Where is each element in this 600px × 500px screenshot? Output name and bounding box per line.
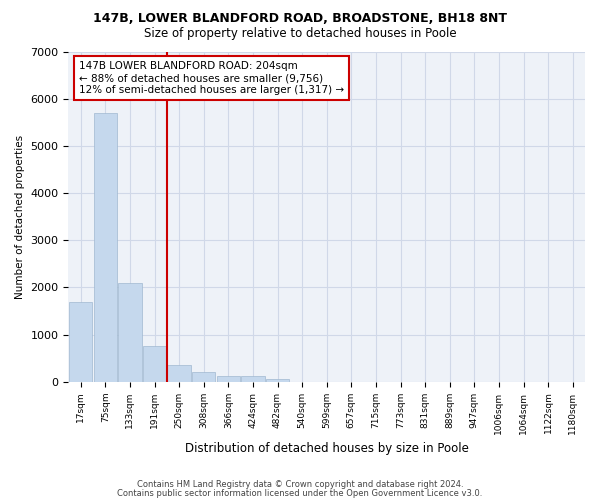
Text: Size of property relative to detached houses in Poole: Size of property relative to detached ho… <box>143 28 457 40</box>
Text: Contains public sector information licensed under the Open Government Licence v3: Contains public sector information licen… <box>118 490 482 498</box>
Bar <box>143 346 166 382</box>
Bar <box>217 376 240 382</box>
Bar <box>241 376 265 382</box>
X-axis label: Distribution of detached houses by size in Poole: Distribution of detached houses by size … <box>185 442 469 455</box>
Bar <box>94 113 117 382</box>
Y-axis label: Number of detached properties: Number of detached properties <box>15 134 25 298</box>
Bar <box>118 282 142 382</box>
Text: 147B LOWER BLANDFORD ROAD: 204sqm
← 88% of detached houses are smaller (9,756)
1: 147B LOWER BLANDFORD ROAD: 204sqm ← 88% … <box>79 62 344 94</box>
Bar <box>69 302 92 382</box>
Bar <box>192 372 215 382</box>
Bar <box>266 379 289 382</box>
Text: 147B, LOWER BLANDFORD ROAD, BROADSTONE, BH18 8NT: 147B, LOWER BLANDFORD ROAD, BROADSTONE, … <box>93 12 507 26</box>
Text: Contains HM Land Registry data © Crown copyright and database right 2024.: Contains HM Land Registry data © Crown c… <box>137 480 463 489</box>
Bar <box>167 366 191 382</box>
